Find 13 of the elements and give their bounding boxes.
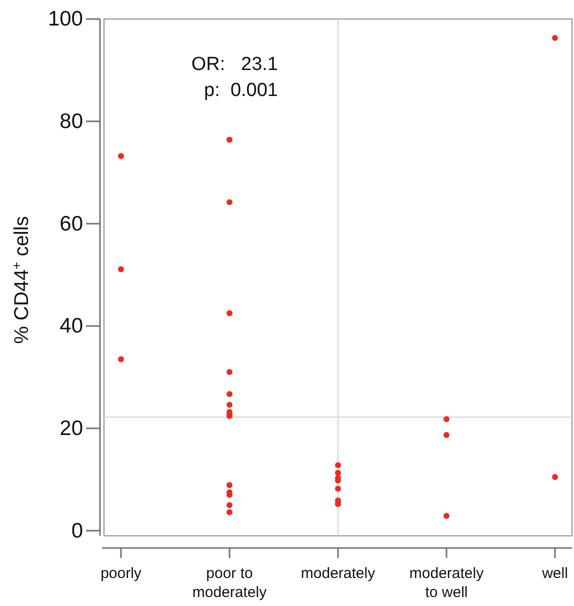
x-tick-label: poorly	[100, 565, 142, 582]
x-tick-label: moderately to well	[409, 565, 484, 601]
x-tick-label: poor to moderately	[192, 565, 268, 601]
x-tick-label: moderately	[300, 565, 376, 582]
y-tick-label: 80	[60, 110, 83, 134]
y-tick-label: 60	[60, 212, 83, 236]
y-tick-label: 100	[48, 8, 83, 31]
y-tick-label: 40	[60, 314, 83, 338]
y-tick-label: 20	[60, 417, 83, 440]
annotation: p: 0.001	[204, 80, 278, 101]
y-tick-label: 0	[71, 519, 83, 542]
x-tick-label: well	[541, 565, 568, 582]
annotation: OR: 23.1	[191, 54, 278, 75]
